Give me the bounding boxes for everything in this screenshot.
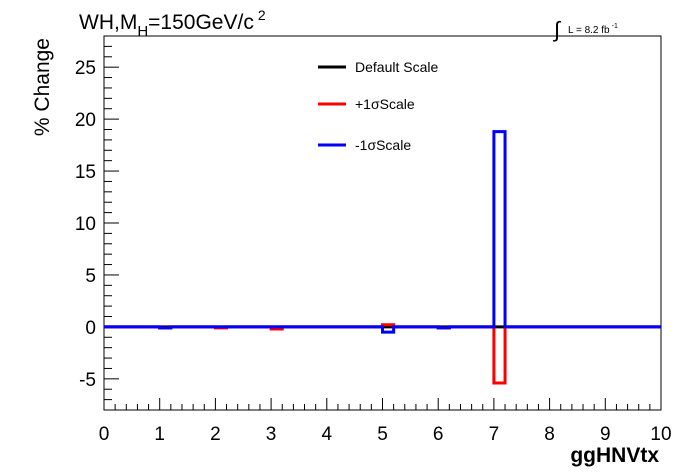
x-axis-title: ggHNVtx — [570, 444, 659, 467]
legend-entry: Default Scale — [318, 59, 438, 75]
x-axis-ticks — [103, 398, 662, 410]
x-tick-label: 3 — [266, 424, 277, 445]
y-axis-title: % Change — [31, 38, 54, 136]
x-tick-label: 1 — [154, 424, 165, 445]
x-tick-label: 9 — [600, 424, 611, 445]
x-tick-label: 8 — [544, 424, 555, 445]
x-tick-label: 7 — [489, 424, 500, 445]
y-tick-label: 10 — [75, 214, 96, 235]
series-line — [104, 130, 661, 334]
y-tick-label: 5 — [85, 266, 96, 287]
plot-frame — [103, 35, 662, 411]
x-tick-label: 10 — [650, 424, 671, 445]
y-tick-label: 25 — [75, 58, 96, 79]
y-axis-ticks — [104, 35, 119, 411]
luminosity-label: ∫ L = 8.2 fb -1 — [552, 17, 618, 42]
x-tick-label: 6 — [433, 424, 444, 445]
legend: Default Scale +1σScale -1σScale — [318, 59, 438, 153]
legend-entry: +1σScale — [318, 96, 415, 112]
legend-entry: -1σScale — [318, 137, 411, 153]
legend-label: +1σScale — [355, 96, 415, 112]
legend-label: -1σScale — [355, 137, 411, 153]
x-tick-label: 0 — [99, 424, 110, 445]
x-tick-label: 2 — [210, 424, 221, 445]
svg-text:L = 8.2 fb-1: L = 8.2 fb -1 — [568, 23, 618, 36]
chart-title: WH,MH=150GeV/c 2 — [79, 7, 266, 40]
y-tick-label: 15 — [75, 162, 96, 183]
legend-label: Default Scale — [355, 59, 438, 75]
x-tick-label: 4 — [322, 424, 333, 445]
y-tick-label: 20 — [75, 110, 96, 131]
y-tick-label: 0 — [85, 318, 96, 339]
series-layer — [104, 130, 661, 385]
y-axis-tick-labels: -5 0 5 10 15 20 25 — [75, 58, 96, 391]
integral-symbol: ∫ — [552, 17, 562, 42]
x-axis-tick-labels: 0 1 2 3 4 5 6 7 8 9 10 — [99, 424, 672, 445]
y-tick-label: -5 — [79, 370, 96, 391]
x-tick-label: 5 — [377, 424, 388, 445]
